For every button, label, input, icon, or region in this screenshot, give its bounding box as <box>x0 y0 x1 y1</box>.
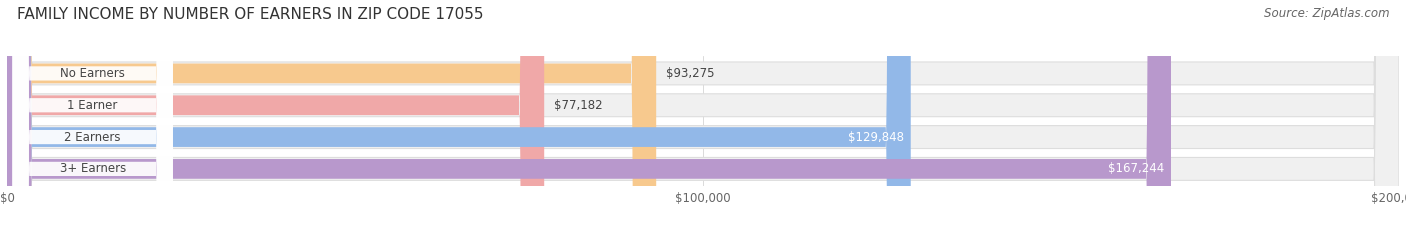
FancyBboxPatch shape <box>7 0 1399 233</box>
Text: FAMILY INCOME BY NUMBER OF EARNERS IN ZIP CODE 17055: FAMILY INCOME BY NUMBER OF EARNERS IN ZI… <box>17 7 484 22</box>
FancyBboxPatch shape <box>13 0 173 233</box>
Text: 1 Earner: 1 Earner <box>67 99 118 112</box>
FancyBboxPatch shape <box>7 0 1171 233</box>
FancyBboxPatch shape <box>13 0 173 233</box>
FancyBboxPatch shape <box>7 0 1399 233</box>
FancyBboxPatch shape <box>13 0 173 233</box>
Text: $77,182: $77,182 <box>554 99 603 112</box>
FancyBboxPatch shape <box>7 0 1399 233</box>
FancyBboxPatch shape <box>7 0 1399 233</box>
Text: $93,275: $93,275 <box>666 67 714 80</box>
FancyBboxPatch shape <box>7 0 657 233</box>
FancyBboxPatch shape <box>7 0 911 233</box>
Text: 2 Earners: 2 Earners <box>65 130 121 144</box>
Text: No Earners: No Earners <box>60 67 125 80</box>
Text: $129,848: $129,848 <box>848 130 904 144</box>
FancyBboxPatch shape <box>13 0 173 233</box>
Text: Source: ZipAtlas.com: Source: ZipAtlas.com <box>1264 7 1389 20</box>
FancyBboxPatch shape <box>7 0 544 233</box>
Text: $167,244: $167,244 <box>1108 162 1164 175</box>
Text: 3+ Earners: 3+ Earners <box>59 162 125 175</box>
